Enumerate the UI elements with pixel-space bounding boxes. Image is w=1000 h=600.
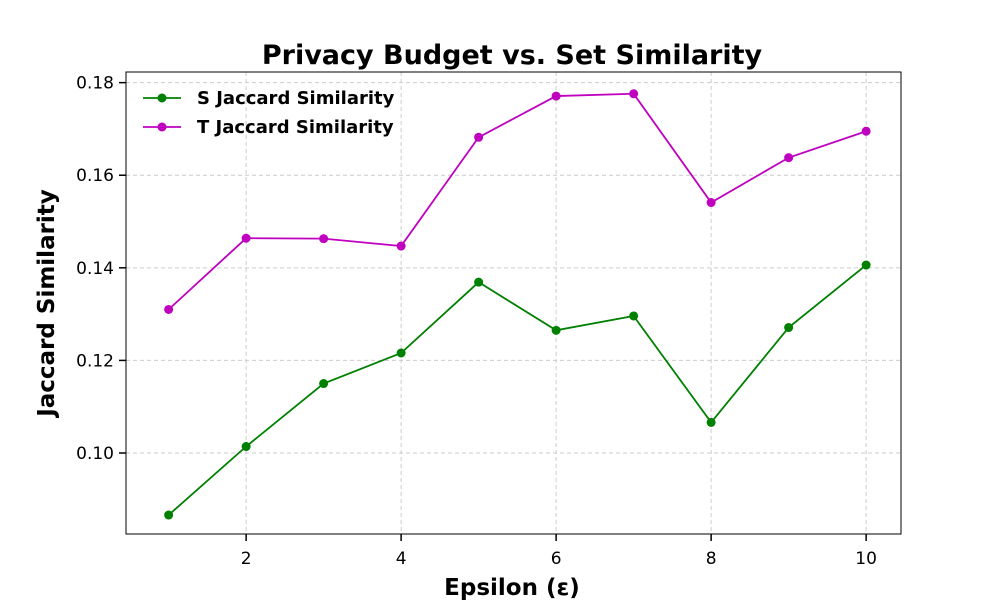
x-tick-label: 2 <box>241 549 252 569</box>
grid-lines <box>126 72 901 534</box>
series-line <box>168 92 867 311</box>
data-point <box>474 277 484 287</box>
data-point <box>706 417 716 427</box>
legend-marker <box>157 122 167 132</box>
series-2 <box>164 89 871 314</box>
data-point <box>474 132 484 142</box>
data-point <box>629 89 639 99</box>
y-tick-label: 0.16 <box>76 166 114 186</box>
series-line <box>168 264 867 516</box>
data-point <box>784 153 794 163</box>
plot-frame <box>125 71 902 535</box>
series-1 <box>164 260 871 520</box>
data-point <box>241 442 251 452</box>
data-point <box>551 325 561 335</box>
data-point <box>164 510 174 520</box>
x-axis-ticks: 2 4 6 8 10 <box>241 534 877 569</box>
data-point <box>164 304 174 314</box>
data-point <box>784 323 794 333</box>
data-point <box>396 348 406 358</box>
legend: S Jaccard Similarity T Jaccard Similarity <box>143 88 395 138</box>
y-axis-label: Jaccard Similarity <box>34 189 60 419</box>
data-point <box>396 241 406 251</box>
y-axis-ticks: 0.10 0.12 0.14 0.16 0.18 <box>76 74 126 464</box>
data-point <box>319 379 329 389</box>
data-point <box>551 91 561 101</box>
y-tick-label: 0.12 <box>76 351 114 371</box>
legend-label: S Jaccard Similarity <box>197 88 395 109</box>
legend-entry: T Jaccard Similarity <box>143 117 394 138</box>
data-point <box>861 260 871 270</box>
data-point <box>861 126 871 136</box>
legend-entry: S Jaccard Similarity <box>143 88 395 109</box>
data-point <box>629 311 639 321</box>
x-tick-label: 4 <box>396 549 407 569</box>
x-tick-label: 8 <box>706 549 717 569</box>
y-tick-label: 0.14 <box>76 259 114 279</box>
data-point <box>241 233 251 243</box>
legend-marker <box>157 93 167 103</box>
x-tick-label: 10 <box>855 549 877 569</box>
data-point <box>319 234 329 244</box>
legend-label: T Jaccard Similarity <box>197 117 394 138</box>
y-tick-label: 0.10 <box>76 444 114 464</box>
y-tick-label: 0.18 <box>76 74 114 94</box>
series-layer <box>164 89 871 520</box>
x-tick-label: 6 <box>551 549 562 569</box>
data-point <box>706 198 716 208</box>
x-axis-label: Epsilon (ε) <box>444 575 580 600</box>
chart-title: Privacy Budget vs. Set Similarity <box>262 40 763 71</box>
